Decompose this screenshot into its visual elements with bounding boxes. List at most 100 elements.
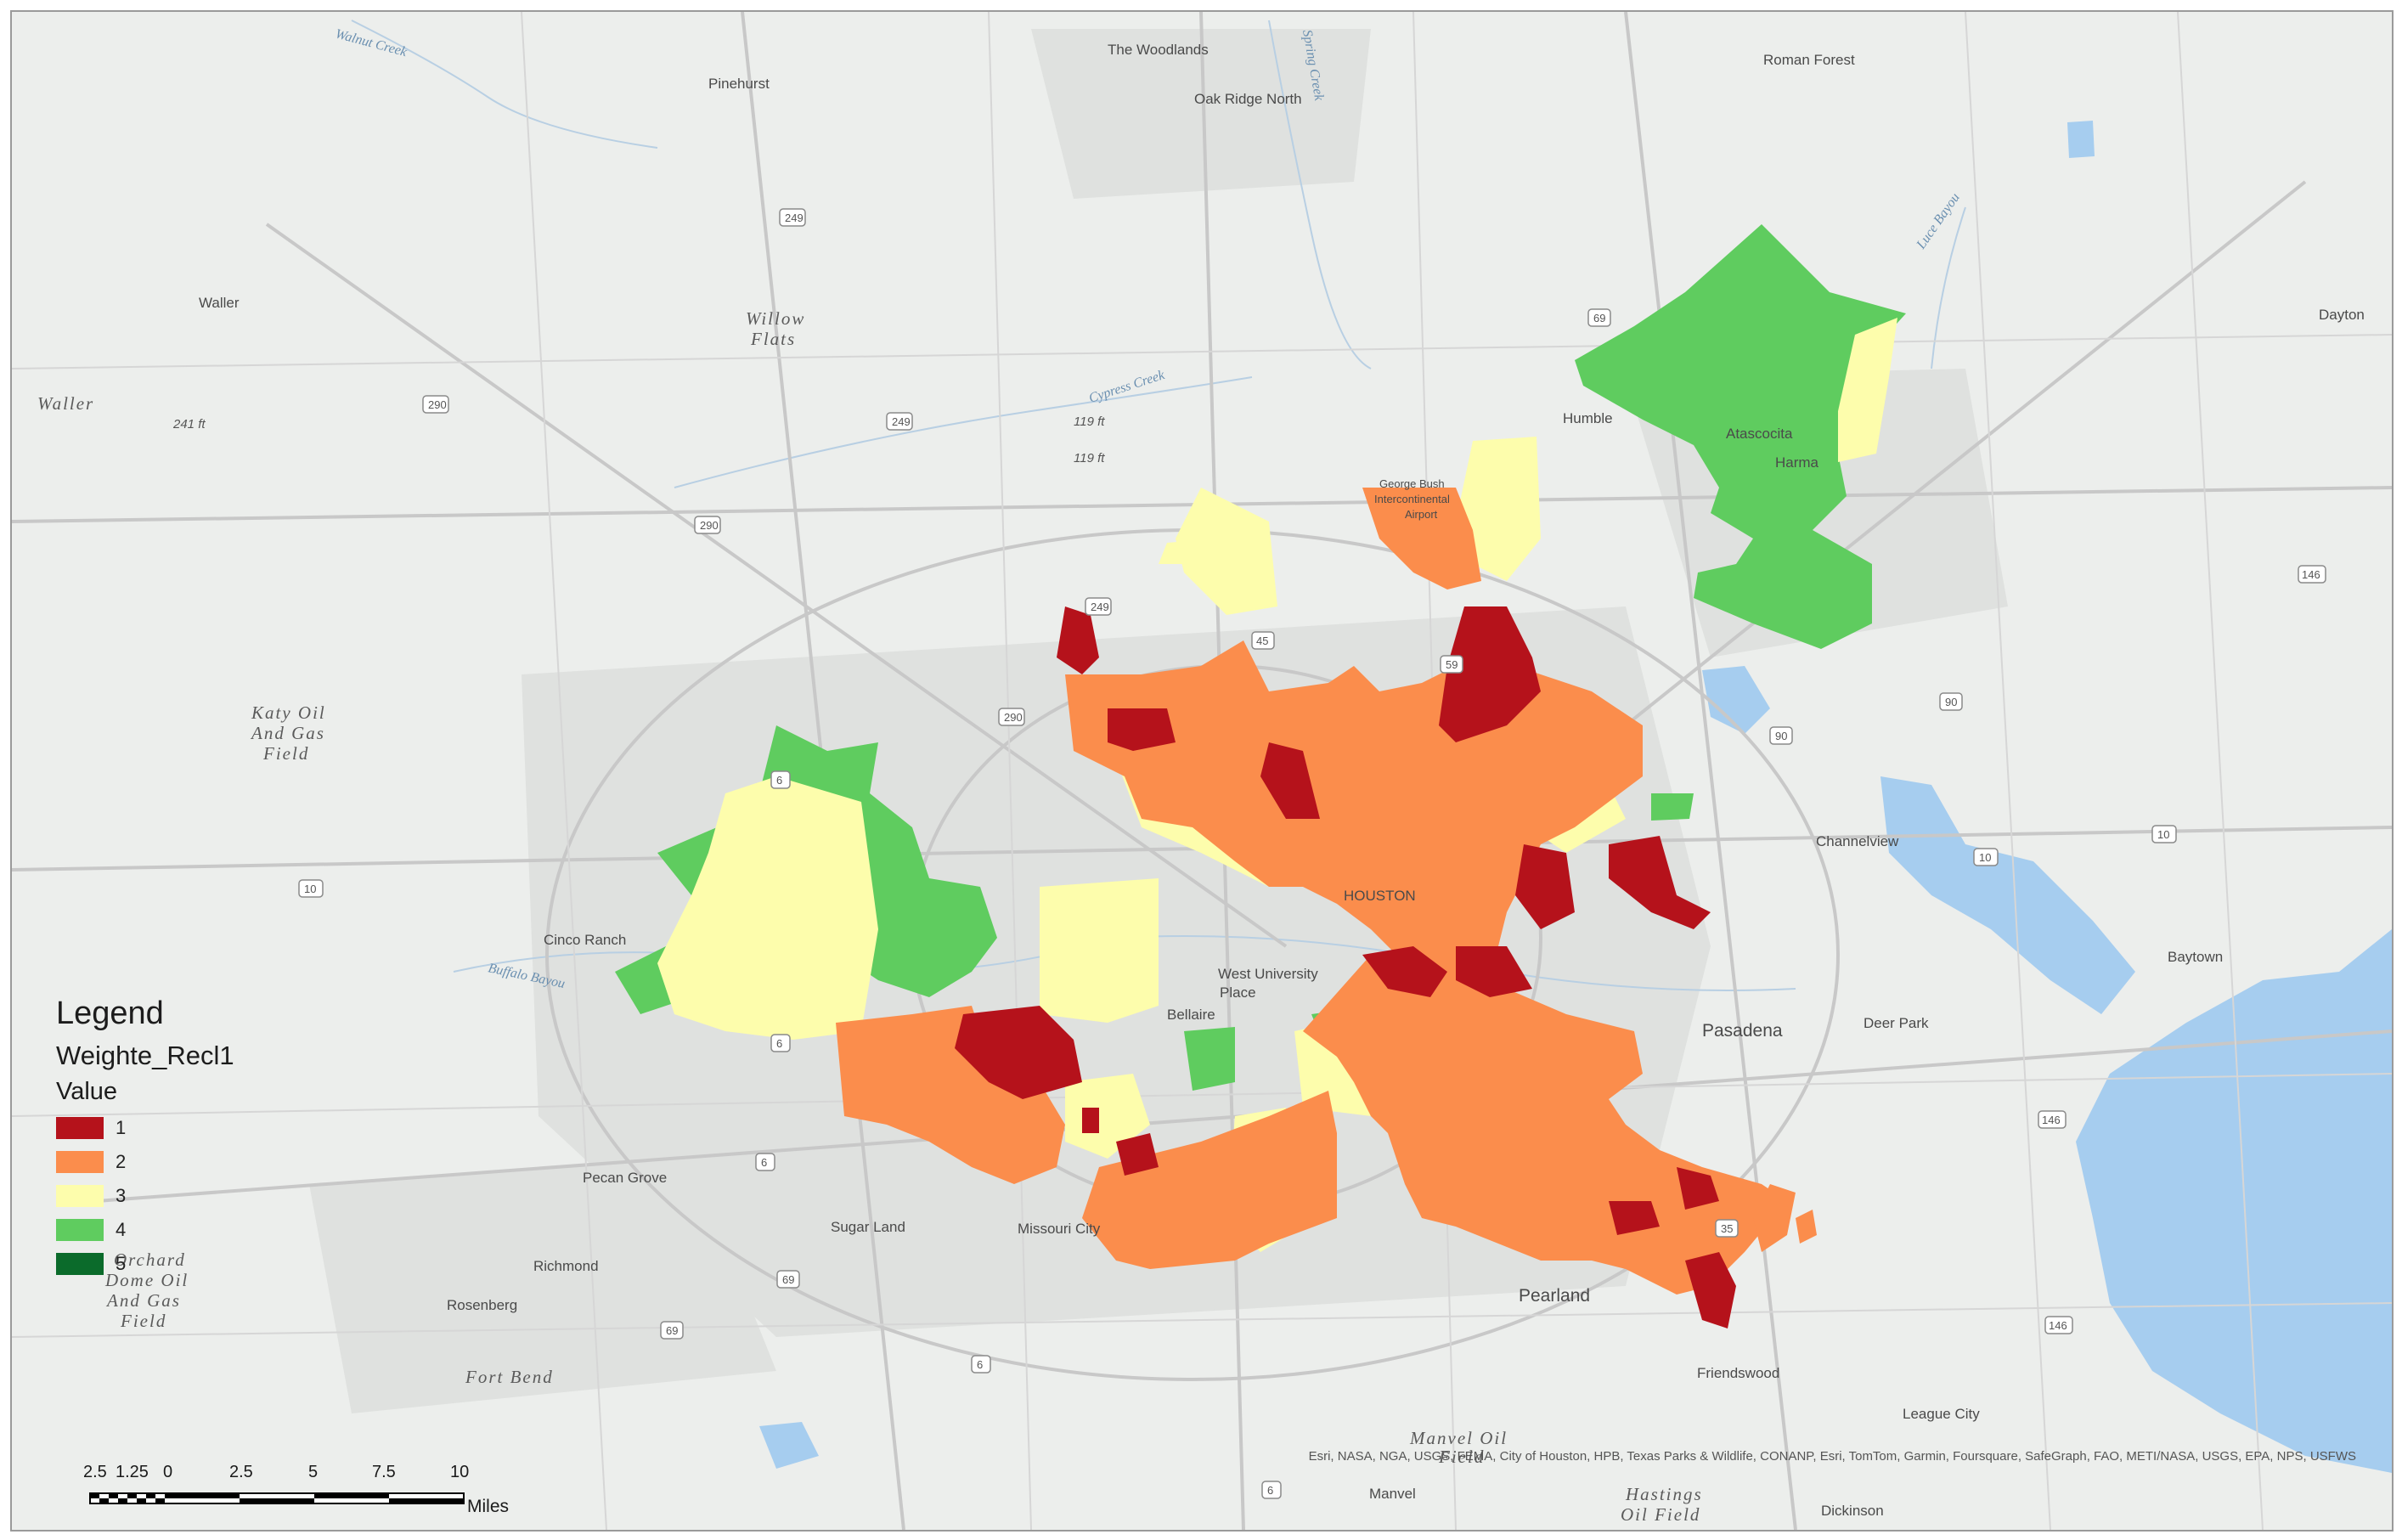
place-label: Baytown [2168,949,2223,965]
svg-text:6: 6 [761,1156,767,1169]
place-label: Waller [37,393,94,414]
route-shield: 290 [998,708,1025,726]
legend-title: Legend [56,996,164,1031]
place-label: Orchard [114,1249,186,1270]
place-label: HOUSTON [1344,888,1416,904]
route-shield: 69 [776,1270,800,1289]
svg-text:45: 45 [1256,635,1268,647]
svg-text:90: 90 [1945,696,1957,708]
place-label: Richmond [533,1258,599,1274]
place-label: Flats [750,329,796,349]
legend-class-label: 3 [116,1185,127,1206]
route-shield: 290 [694,516,721,534]
svg-text:69: 69 [1593,312,1605,324]
legend-swatch [56,1151,104,1173]
place-label: Waller [199,295,240,311]
route-shield: 6 [770,770,791,789]
svg-text:6: 6 [776,774,782,787]
legend-swatch [56,1117,104,1139]
scale-tick-label: 2.5 [229,1463,253,1481]
legend-class-row: 4 [56,1213,328,1247]
route-shield: 45 [1251,631,1275,650]
svg-text:290: 290 [700,519,719,532]
svg-text:59: 59 [1446,658,1458,671]
scale-tick-label: 5 [308,1463,319,1481]
map-attribution: Esri, NASA, NGA, USGS, FEMA, City of Hou… [1308,1449,2356,1464]
svg-text:290: 290 [428,398,447,411]
place-label: Missouri City [1018,1221,1101,1237]
place-label: Katy Oil [251,702,326,723]
legend-class-label: 1 [116,1117,127,1138]
legend-class-row: 1 [56,1111,328,1145]
place-label: Place [1220,984,1256,1001]
place-label: The Woodlands [1108,42,1209,58]
svg-text:146: 146 [2042,1114,2061,1126]
place-label: League City [1903,1406,1980,1422]
svg-text:35: 35 [1721,1222,1733,1235]
scale-bar-units: Miles [467,1497,510,1516]
scale-tick-label: 10 [450,1463,470,1481]
place-label: Field [262,743,309,764]
route-shield: 249 [1085,597,1112,616]
route-shield: 249 [779,208,806,227]
svg-text:69: 69 [782,1273,794,1286]
elevation-label: 241 ft [172,417,206,432]
route-shield: 10 [2151,825,2177,843]
route-shield: 6 [971,1355,991,1374]
route-shield: 146 [2038,1110,2067,1129]
svg-text:6: 6 [977,1358,983,1371]
elevation-label: 119 ft [1074,451,1105,465]
svg-text:10: 10 [2157,828,2169,841]
place-label: And Gas [105,1290,181,1311]
elevation-label: 119 ft [1074,415,1105,429]
place-label: Airport [1405,508,1438,521]
scale-tick-label: 2.5 [83,1463,107,1481]
legend-class-row: 5 [56,1247,328,1281]
map-legend: Legend Weighte_Recl1 Value 1 2 3 4 5 [56,996,328,1281]
svg-text:90: 90 [1775,730,1787,742]
place-label: Field [1438,1447,1485,1467]
place-label: Fort Bend [465,1367,554,1387]
route-shield: 69 [1587,308,1611,327]
svg-text:146: 146 [2302,568,2320,581]
svg-text:69: 69 [666,1324,678,1337]
legend-swatch [56,1253,104,1275]
scale-bar: 2.5 1.25 0 2.5 5 7.5 10 Miles [83,1463,559,1522]
legend-swatch [56,1185,104,1207]
map-frame: 249 290 249 290 249 69 45 59 290 90 90 1… [10,10,2394,1532]
place-label: Friendswood [1697,1365,1779,1381]
route-shield: 69 [660,1321,684,1340]
place-label: Oil Field [1621,1504,1700,1525]
scale-tick-label: 1.25 [116,1463,149,1481]
svg-text:10: 10 [1979,851,1991,864]
place-label: Pecan Grove [583,1170,667,1186]
place-label: Humble [1563,410,1613,426]
place-label: Harma [1775,454,1819,471]
place-label: Pasadena [1702,1021,1783,1041]
route-shield: 59 [1440,655,1463,674]
place-label: Channelview [1816,833,1899,849]
place-label: George Bush [1379,477,1445,490]
legend-field-name: Value [56,1078,118,1105]
place-label: Dome Oil [104,1270,189,1290]
basemap[interactable]: 249 290 249 290 249 69 45 59 290 90 90 1… [12,12,2392,1530]
highway-shields: 249 290 249 290 249 69 45 59 290 90 90 1… [298,208,2326,1499]
place-label: And Gas [250,723,325,743]
svg-text:6: 6 [1267,1484,1273,1497]
place-label: Field [120,1311,166,1331]
place-label: Pinehurst [708,76,770,92]
route-shield: 290 [422,395,449,414]
legend-class-row: 3 [56,1179,328,1213]
route-shield: 6 [1261,1481,1282,1499]
place-label: Rosenberg [447,1297,517,1313]
route-shield: 10 [298,879,324,898]
place-label: Intercontinental [1374,493,1450,505]
place-label: Oak Ridge North [1194,91,1302,107]
route-shield: 6 [770,1034,791,1052]
scale-bar-graphic [89,1492,465,1504]
elevation-points: 241 ft 119 ft 119 ft [172,415,1105,465]
place-label: Manvel [1369,1486,1416,1502]
place-labels: The Woodlands Oak Ridge North Roman Fore… [37,42,2365,1525]
legend-class-row: 2 [56,1145,328,1179]
scale-tick-label: 7.5 [372,1463,396,1481]
